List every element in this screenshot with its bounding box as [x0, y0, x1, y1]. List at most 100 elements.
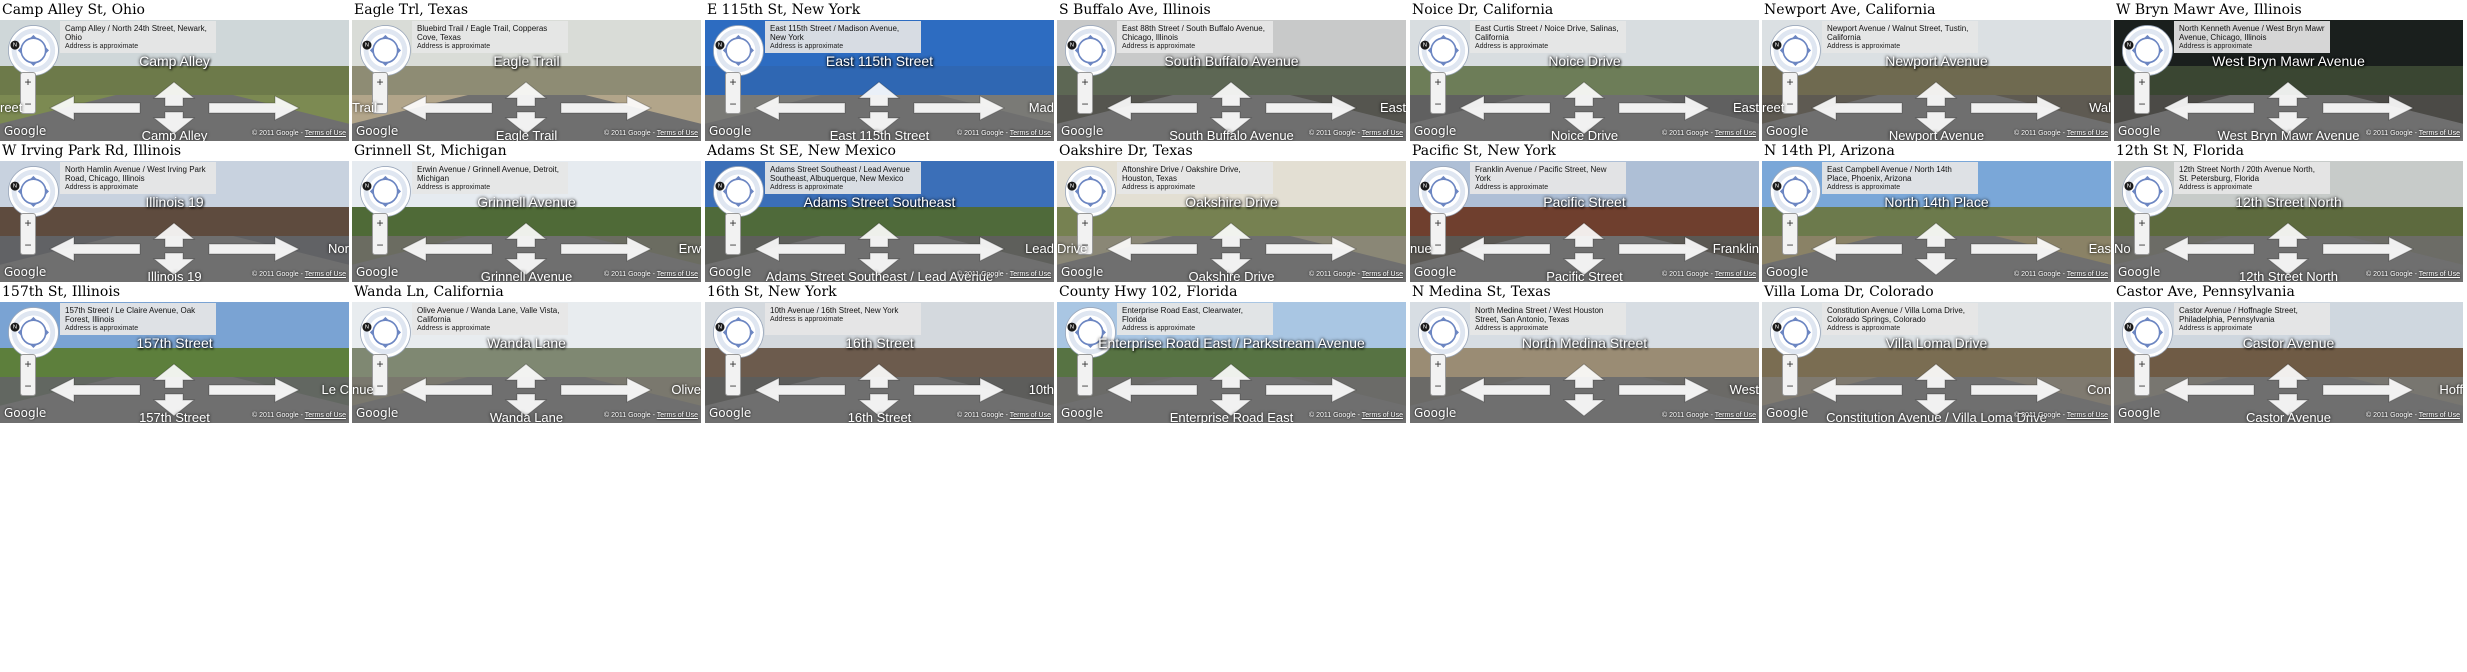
right-arrow-icon[interactable]: [1970, 236, 2063, 262]
zoom-out-button[interactable]: −: [1081, 379, 1089, 393]
rear-street-label[interactable]: Constitution Avenue / Villa Loma Drive: [1826, 410, 2047, 423]
rear-street-label[interactable]: Noice Drive: [1550, 128, 1619, 141]
streetview-panorama[interactable]: N + − North Medina Street / West Houston St…: [1410, 302, 1759, 423]
street-name-label[interactable]: 16th Street: [845, 335, 914, 351]
pan-up-icon[interactable]: [29, 172, 38, 180]
side-street-label-left[interactable]: Drive: [1057, 241, 1088, 256]
navigation-arrows[interactable]: [2114, 302, 2463, 423]
pan-left-icon[interactable]: [1071, 328, 1079, 337]
streetview-panorama[interactable]: N + − East 115th Street / Madison Avenue, N…: [705, 20, 1054, 141]
pan-left-icon[interactable]: [2128, 46, 2136, 55]
forward-arrow-icon[interactable]: [1209, 222, 1253, 248]
navigation-arrows[interactable]: [1762, 302, 2111, 423]
terms-of-use-link[interactable]: Terms of Use: [1009, 130, 1051, 137]
pan-up-icon[interactable]: [1086, 172, 1095, 180]
zoom-out-button[interactable]: −: [1786, 97, 1794, 111]
pan-right-icon[interactable]: [44, 187, 53, 196]
left-arrow-icon[interactable]: [1105, 236, 1198, 262]
right-arrow-icon[interactable]: [560, 95, 653, 121]
navigation-arrows[interactable]: [1762, 20, 2111, 141]
side-street-label-right[interactable]: West: [1729, 382, 1759, 397]
zoom-in-button[interactable]: +: [729, 357, 737, 371]
rear-street-label[interactable]: Oakshire Drive: [1188, 269, 1275, 282]
street-name-label[interactable]: 157th Street: [136, 335, 213, 351]
forward-arrow-icon[interactable]: [1209, 363, 1253, 389]
pan-down-icon[interactable]: [1439, 61, 1448, 70]
back-arrow-icon[interactable]: [504, 393, 548, 417]
rear-street-label[interactable]: Pacific Street: [1546, 269, 1623, 282]
left-arrow-icon[interactable]: [1810, 377, 1903, 403]
side-street-label-right[interactable]: Le C: [321, 382, 349, 397]
terms-of-use-link[interactable]: Terms of Use: [2418, 271, 2460, 278]
zoom-out-button[interactable]: −: [376, 97, 384, 111]
pan-right-icon[interactable]: [2158, 187, 2167, 196]
pan-down-icon[interactable]: [1791, 343, 1800, 352]
zoom-control[interactable]: + −: [372, 354, 388, 396]
pan-up-icon[interactable]: [734, 31, 743, 39]
street-name-label[interactable]: South Buffalo Avenue: [1164, 53, 1299, 69]
left-arrow-icon[interactable]: [1458, 377, 1551, 403]
pan-right-icon[interactable]: [1101, 46, 1110, 55]
pan-left-icon[interactable]: [1776, 46, 1784, 55]
rear-street-label[interactable]: Enterprise Road East: [1169, 410, 1294, 423]
left-arrow-icon[interactable]: [2162, 236, 2255, 262]
navigation-compass[interactable]: N: [1770, 166, 1821, 217]
zoom-in-button[interactable]: +: [376, 216, 384, 230]
back-arrow-icon[interactable]: [1562, 252, 1606, 276]
street-name-label[interactable]: Camp Alley: [139, 53, 210, 69]
street-name-label[interactable]: 12th Street North: [2235, 194, 2342, 210]
pan-right-icon[interactable]: [1806, 328, 1815, 337]
zoom-control[interactable]: + −: [1430, 72, 1446, 114]
forward-arrow-icon[interactable]: [2266, 222, 2310, 248]
back-arrow-icon[interactable]: [152, 111, 196, 135]
pan-right-icon[interactable]: [1454, 328, 1463, 337]
navigation-arrows[interactable]: [1762, 161, 2111, 282]
pan-left-icon[interactable]: [14, 187, 22, 196]
side-street-label-right[interactable]: Lead: [1025, 241, 1054, 256]
pan-right-icon[interactable]: [1454, 46, 1463, 55]
zoom-in-button[interactable]: +: [1434, 357, 1442, 371]
terms-of-use-link[interactable]: Terms of Use: [1714, 130, 1756, 137]
street-name-label[interactable]: Adams Street Southeast: [803, 194, 956, 210]
streetview-panorama[interactable]: N + − Castor Avenue / Hoffnagle Street, Phi…: [2114, 302, 2463, 423]
forward-arrow-icon[interactable]: [2266, 363, 2310, 389]
navigation-compass[interactable]: N: [1418, 25, 1469, 76]
zoom-out-button[interactable]: −: [1786, 379, 1794, 393]
right-arrow-icon[interactable]: [1265, 377, 1358, 403]
side-street-label-right[interactable]: 10th: [1028, 382, 1054, 397]
navigation-arrows[interactable]: [1057, 20, 1406, 141]
pan-left-icon[interactable]: [1424, 328, 1432, 337]
street-name-label[interactable]: Illinois 19: [145, 194, 204, 210]
street-name-label[interactable]: Enterprise Road East / Parkstream Avenue: [1098, 335, 1365, 351]
pan-left-icon[interactable]: [719, 328, 727, 337]
streetview-panorama[interactable]: N + − East Campbell Avenue / North 14th Pla…: [1762, 161, 2111, 282]
side-street-label-left[interactable]: No: [2114, 241, 2131, 256]
navigation-compass[interactable]: N: [2122, 307, 2173, 358]
pan-right-icon[interactable]: [44, 328, 53, 337]
zoom-out-button[interactable]: −: [376, 238, 384, 252]
street-name-label[interactable]: Newport Avenue: [1885, 53, 1988, 69]
terms-of-use-link[interactable]: Terms of Use: [304, 271, 346, 278]
navigation-compass[interactable]: N: [360, 166, 411, 217]
right-arrow-icon[interactable]: [913, 377, 1006, 403]
navigation-compass[interactable]: N: [1418, 166, 1469, 217]
zoom-out-button[interactable]: −: [2138, 97, 2146, 111]
left-arrow-icon[interactable]: [400, 236, 493, 262]
terms-of-use-link[interactable]: Terms of Use: [304, 130, 346, 137]
terms-of-use-link[interactable]: Terms of Use: [304, 412, 346, 419]
zoom-out-button[interactable]: −: [1786, 238, 1794, 252]
zoom-control[interactable]: + −: [1782, 213, 1798, 255]
forward-arrow-icon[interactable]: [504, 222, 548, 248]
zoom-in-button[interactable]: +: [24, 216, 32, 230]
zoom-control[interactable]: + −: [725, 72, 741, 114]
zoom-out-button[interactable]: −: [24, 238, 32, 252]
pan-up-icon[interactable]: [734, 172, 743, 180]
pan-up-icon[interactable]: [1086, 31, 1095, 39]
left-arrow-icon[interactable]: [753, 377, 846, 403]
right-arrow-icon[interactable]: [1265, 95, 1358, 121]
zoom-in-button[interactable]: +: [1434, 216, 1442, 230]
zoom-in-button[interactable]: +: [1081, 357, 1089, 371]
back-arrow-icon[interactable]: [152, 393, 196, 417]
terms-of-use-link[interactable]: Terms of Use: [1009, 271, 1051, 278]
right-arrow-icon[interactable]: [913, 95, 1006, 121]
